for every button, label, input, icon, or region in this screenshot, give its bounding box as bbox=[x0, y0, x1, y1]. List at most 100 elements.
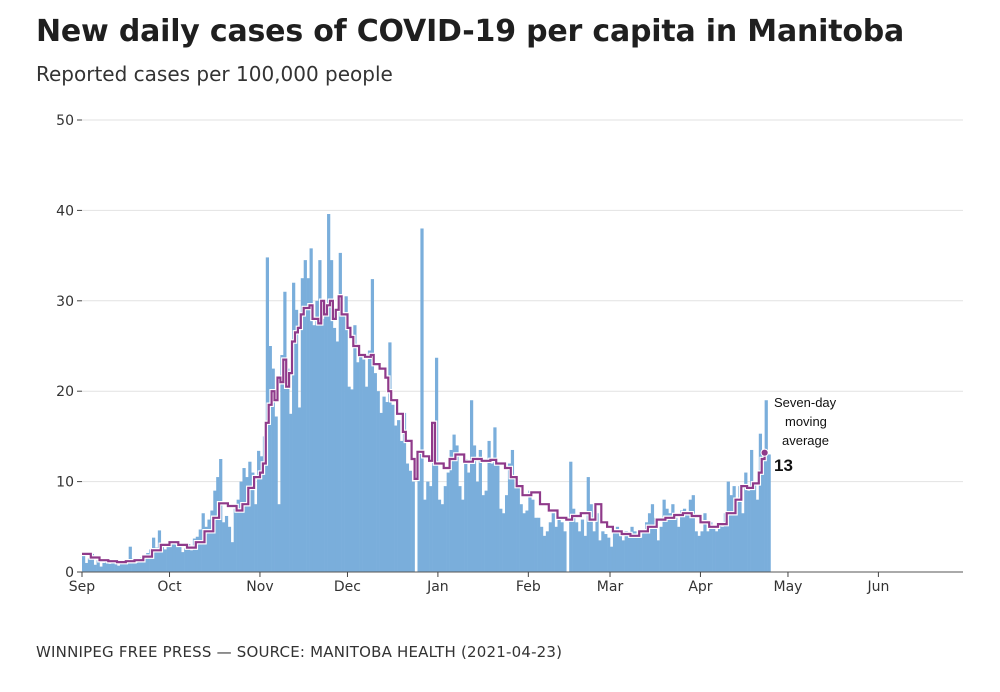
bar bbox=[636, 535, 640, 572]
y-tick-label: 20 bbox=[56, 384, 74, 400]
bar bbox=[703, 513, 707, 572]
bar bbox=[327, 214, 331, 573]
y-tick-label: 0 bbox=[65, 565, 74, 581]
bar bbox=[370, 279, 375, 572]
x-tick-label: May bbox=[773, 579, 802, 595]
bar bbox=[397, 420, 401, 572]
bar bbox=[487, 440, 491, 572]
bar bbox=[717, 522, 722, 572]
bar bbox=[216, 477, 220, 572]
bar bbox=[224, 515, 229, 572]
bar bbox=[117, 565, 121, 572]
bar bbox=[580, 519, 585, 572]
bar bbox=[464, 459, 468, 572]
bar bbox=[169, 540, 173, 572]
bar bbox=[341, 313, 345, 572]
bar bbox=[738, 486, 742, 572]
bar bbox=[572, 508, 576, 572]
bar bbox=[732, 486, 736, 572]
bar bbox=[242, 468, 246, 572]
bar bbox=[557, 517, 561, 572]
bar bbox=[362, 359, 366, 572]
bar bbox=[189, 550, 194, 572]
bar bbox=[443, 486, 447, 572]
bar bbox=[612, 531, 617, 572]
bar bbox=[356, 362, 360, 572]
bar bbox=[283, 291, 287, 572]
y-tick-label: 10 bbox=[56, 475, 74, 491]
bar bbox=[93, 564, 97, 572]
bar bbox=[747, 490, 751, 572]
bar bbox=[329, 260, 334, 572]
x-tick-label: Apr bbox=[688, 579, 712, 595]
x-tick-label: Feb bbox=[516, 579, 541, 595]
bar bbox=[764, 400, 768, 572]
bar bbox=[665, 508, 669, 572]
bar bbox=[347, 386, 351, 572]
bar bbox=[540, 526, 544, 572]
bar bbox=[114, 562, 118, 572]
x-tick-label: Sep bbox=[69, 579, 96, 595]
bar bbox=[645, 522, 649, 572]
bar bbox=[472, 445, 477, 572]
bar bbox=[105, 561, 109, 572]
bar bbox=[758, 433, 763, 572]
bar bbox=[429, 486, 433, 572]
bar bbox=[82, 552, 86, 572]
bar bbox=[274, 416, 278, 572]
x-tick-label: Jun bbox=[866, 579, 889, 595]
bar bbox=[99, 566, 103, 572]
bar bbox=[338, 252, 342, 572]
bar bbox=[207, 519, 211, 572]
bar bbox=[548, 522, 552, 572]
bar bbox=[493, 427, 497, 572]
bar bbox=[125, 561, 129, 572]
bar bbox=[522, 513, 526, 572]
bar bbox=[595, 513, 599, 572]
bar bbox=[624, 531, 628, 572]
bar bbox=[131, 558, 135, 572]
bar bbox=[499, 508, 503, 572]
bar bbox=[376, 391, 380, 572]
bar bbox=[289, 413, 293, 572]
bar bbox=[192, 538, 197, 572]
bar bbox=[685, 513, 690, 572]
bar bbox=[621, 540, 625, 572]
bar bbox=[452, 434, 456, 572]
bar bbox=[674, 517, 678, 572]
bar bbox=[604, 534, 608, 572]
bar bbox=[551, 513, 555, 572]
bar bbox=[519, 504, 523, 572]
bar bbox=[294, 309, 299, 572]
bar bbox=[286, 368, 290, 572]
bar bbox=[534, 517, 538, 572]
bar bbox=[268, 346, 272, 572]
bar bbox=[432, 427, 436, 572]
bar bbox=[236, 499, 240, 572]
bar bbox=[720, 526, 725, 572]
bar bbox=[446, 472, 450, 572]
bar bbox=[175, 544, 179, 572]
bar bbox=[668, 513, 672, 572]
bar bbox=[560, 522, 564, 572]
bar bbox=[577, 531, 582, 572]
bar bbox=[318, 260, 322, 572]
bar bbox=[437, 499, 442, 572]
bar bbox=[484, 490, 488, 572]
moving-average-line bbox=[82, 295, 766, 564]
chart-title: New daily cases of COVID-19 per capita i… bbox=[36, 14, 905, 49]
bar bbox=[172, 543, 176, 572]
annotation-label: average bbox=[782, 433, 829, 448]
bar-series bbox=[82, 214, 771, 573]
bar bbox=[706, 531, 710, 572]
bar bbox=[90, 553, 94, 572]
y-tick-label: 40 bbox=[56, 203, 74, 219]
bar bbox=[408, 470, 412, 572]
bar bbox=[694, 531, 698, 572]
moving-average-series bbox=[82, 294, 767, 565]
bar bbox=[262, 436, 267, 572]
bar bbox=[449, 449, 453, 572]
bar bbox=[469, 400, 474, 572]
bar bbox=[122, 560, 127, 572]
bar bbox=[385, 402, 389, 572]
